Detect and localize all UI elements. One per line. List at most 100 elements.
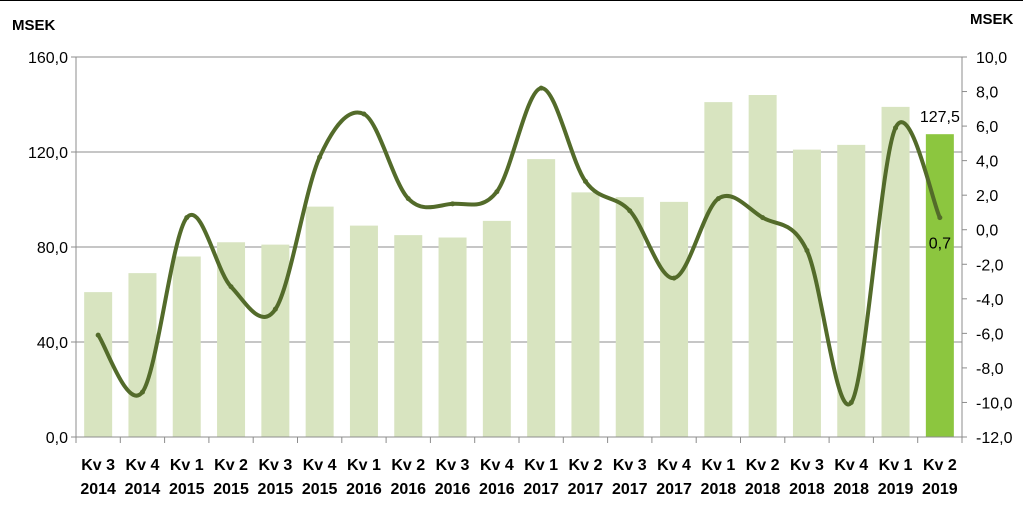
right-tick-label: -10,0 bbox=[976, 395, 1013, 412]
x-tick-label-year: 2018 bbox=[701, 481, 737, 498]
bar bbox=[305, 206, 334, 437]
line-point bbox=[715, 196, 721, 202]
bar-series bbox=[84, 95, 954, 437]
x-tick-label: Kv 4 bbox=[834, 457, 868, 474]
line-point bbox=[627, 208, 633, 214]
x-tick-label: Kv 2 bbox=[214, 457, 248, 474]
bar bbox=[438, 237, 467, 437]
x-tick-label: Kv 3 bbox=[790, 457, 824, 474]
line-point bbox=[893, 125, 899, 131]
x-tick-label: Kv 1 bbox=[879, 457, 913, 474]
x-tick-label-year: 2017 bbox=[656, 481, 692, 498]
bar bbox=[349, 225, 378, 437]
x-tick-label-year: 2018 bbox=[789, 481, 825, 498]
x-tick-label: Kv 3 bbox=[258, 457, 292, 474]
x-tick-label-year: 2019 bbox=[878, 481, 914, 498]
bar bbox=[792, 149, 821, 437]
line-point bbox=[450, 201, 456, 207]
top-border-line bbox=[0, 0, 1023, 1]
line-point bbox=[760, 215, 766, 221]
left-tick-label: 80,0 bbox=[37, 240, 68, 257]
x-tick-label-year: 2019 bbox=[922, 481, 958, 498]
x-tick-label-year: 2018 bbox=[833, 481, 869, 498]
bar bbox=[527, 159, 556, 437]
x-tick-label: Kv 4 bbox=[480, 457, 514, 474]
x-tick-label: Kv 3 bbox=[436, 457, 470, 474]
x-tick-label: Kv 3 bbox=[81, 457, 115, 474]
x-tick-label-year: 2016 bbox=[435, 481, 471, 498]
bar bbox=[748, 95, 777, 437]
x-tick-label: Kv 3 bbox=[613, 457, 647, 474]
bar bbox=[172, 256, 201, 437]
line-point bbox=[848, 399, 854, 405]
bar bbox=[837, 144, 866, 437]
x-tick-label: Kv 1 bbox=[524, 457, 558, 474]
right-axis-unit: MSEK bbox=[970, 11, 1014, 28]
bar bbox=[128, 273, 157, 437]
gridlines bbox=[76, 56, 962, 343]
line-point bbox=[317, 154, 323, 160]
bar bbox=[482, 220, 511, 437]
right-tick-label: 8,0 bbox=[976, 85, 998, 102]
bar bbox=[925, 134, 954, 437]
right-tick-label: -8,0 bbox=[976, 361, 1004, 378]
x-tick-label: Kv 1 bbox=[347, 457, 381, 474]
x-tick-label-year: 2016 bbox=[479, 481, 515, 498]
x-tick-label: Kv 2 bbox=[746, 457, 780, 474]
line-series bbox=[95, 85, 943, 407]
line-point bbox=[228, 284, 234, 290]
right-tick-label: 6,0 bbox=[976, 119, 998, 136]
bar bbox=[261, 244, 290, 437]
left-axis-unit: MSEK bbox=[12, 17, 56, 34]
right-tick-label: 10,0 bbox=[976, 50, 1007, 67]
line-point bbox=[361, 111, 367, 117]
x-tick-label-year: 2015 bbox=[258, 481, 294, 498]
x-tick-label-year: 2018 bbox=[745, 481, 781, 498]
left-tick-label: 0,0 bbox=[46, 430, 68, 447]
line-data-label: 0,7 bbox=[929, 236, 951, 253]
x-tick-label-year: 2015 bbox=[213, 481, 249, 498]
x-tick-label: Kv 1 bbox=[170, 457, 204, 474]
x-tick-label: Kv 2 bbox=[569, 457, 603, 474]
bar bbox=[881, 106, 910, 437]
x-tick-label-year: 2016 bbox=[390, 481, 426, 498]
x-tick-label-year: 2017 bbox=[523, 481, 559, 498]
x-tick-label-year: 2014 bbox=[80, 481, 116, 498]
axes bbox=[71, 56, 967, 443]
axis-labels: 0,0 40,0 80,0 120,0 160,0 -12,0 -10,0 -8,0 -6,0 -… bbox=[12, 11, 1014, 498]
bar bbox=[84, 292, 113, 437]
x-tick-label: Kv 4 bbox=[126, 457, 160, 474]
x-tick-label-year: 2017 bbox=[612, 481, 648, 498]
x-tick-label: Kv 1 bbox=[701, 457, 735, 474]
line-point bbox=[937, 215, 943, 221]
bar bbox=[660, 201, 689, 437]
x-tick-label: Kv 4 bbox=[657, 457, 691, 474]
right-tick-label: 0,0 bbox=[976, 223, 998, 240]
bar bbox=[615, 197, 644, 437]
left-tick-label: 160,0 bbox=[28, 50, 68, 67]
x-tick-label: Kv 2 bbox=[923, 457, 957, 474]
right-tick-label: 2,0 bbox=[976, 188, 998, 205]
line-point bbox=[184, 215, 190, 221]
left-tick-label: 120,0 bbox=[28, 145, 68, 162]
line-point bbox=[538, 85, 544, 91]
right-tick-label: 4,0 bbox=[976, 154, 998, 171]
line-point bbox=[405, 196, 411, 202]
bar bbox=[571, 192, 600, 437]
line-point bbox=[95, 332, 101, 338]
left-tick-label: 40,0 bbox=[37, 335, 68, 352]
bar-data-label: 127,5 bbox=[920, 109, 960, 126]
line-point bbox=[804, 247, 810, 253]
right-tick-label: -2,0 bbox=[976, 257, 1004, 274]
x-tick-label-year: 2017 bbox=[568, 481, 604, 498]
x-tick-label-year: 2015 bbox=[169, 481, 205, 498]
right-tick-label: -4,0 bbox=[976, 292, 1004, 309]
line-point bbox=[671, 275, 677, 281]
bar bbox=[394, 235, 423, 437]
line-point bbox=[272, 306, 278, 312]
x-tick-label: Kv 4 bbox=[303, 457, 337, 474]
line-point bbox=[582, 178, 588, 184]
x-tick-label-year: 2016 bbox=[346, 481, 382, 498]
right-tick-label: -6,0 bbox=[976, 326, 1004, 343]
